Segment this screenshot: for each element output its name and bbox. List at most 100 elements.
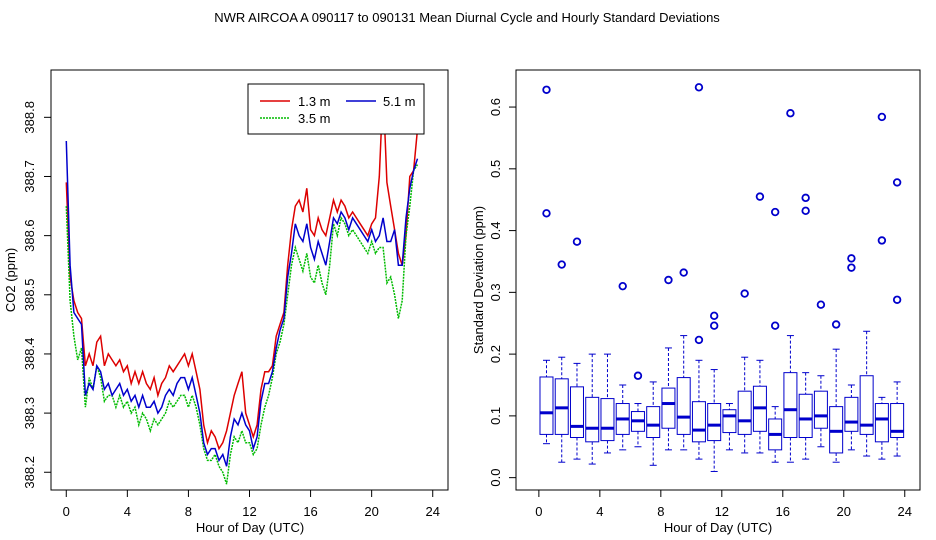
box-iqr (691, 401, 706, 443)
right-x-axis-label: Hour of Day (UTC) (664, 520, 772, 535)
box-hour-22 (874, 112, 889, 460)
box-iqr (890, 403, 905, 439)
right-x-tick-label: 8 (657, 504, 664, 519)
box-hour-13 (737, 289, 752, 454)
left-y-tick-label: 388.7 (22, 160, 37, 193)
box-iqr (661, 387, 676, 429)
box-iqr (813, 390, 828, 429)
box-outlier-point (847, 263, 856, 272)
box-hour-10 (691, 83, 706, 460)
box-iqr (874, 403, 889, 443)
box-hour-4 (600, 353, 615, 454)
box-hour-12 (722, 403, 737, 451)
right-y-axis-label: Standard Deviation (ppm) (471, 206, 486, 354)
right-y-tick-label: 0.0 (488, 469, 503, 487)
box-hour-21 (859, 330, 874, 457)
box-outlier-point (801, 206, 810, 216)
box-outlier-point (892, 295, 902, 304)
box-hour-6 (630, 371, 645, 448)
box-outlier-point (892, 178, 902, 187)
right-x-axis: 0 4 8 12 16 20 24 (535, 489, 912, 519)
box-iqr (844, 396, 859, 432)
right-x-tick-label: 24 (898, 504, 912, 519)
left-x-tick-label: 16 (303, 504, 317, 519)
box-hour-0 (539, 85, 554, 445)
box-outlier-point (709, 311, 719, 321)
left-y-tick-label: 388.3 (22, 397, 37, 430)
left-series-group (65, 87, 419, 485)
right-y-tick-label: 0.2 (488, 345, 503, 363)
box-hour-16 (783, 109, 798, 463)
right-y-tick-label: 0.5 (488, 160, 503, 178)
box-hour-14 (752, 192, 767, 454)
legend: 1.3 m 5.1 m 3.5 m (247, 83, 425, 135)
box-iqr (539, 376, 554, 435)
box-iqr (600, 398, 615, 442)
series-line-3-5-m (65, 164, 419, 485)
box-hour-18 (813, 300, 828, 448)
left-y-tick-label: 388.6 (22, 219, 37, 252)
legend-label-3-5m: 3.5 m (298, 111, 331, 126)
left-x-tick-label: 20 (364, 504, 378, 519)
box-outlier-point (847, 254, 856, 263)
box-outlier-point (816, 300, 826, 309)
box-outlier-point (694, 335, 704, 345)
boxplot-group (539, 83, 905, 472)
left-x-tick-label: 8 (185, 504, 192, 519)
left-x-axis: 0 4 8 12 16 20 24 (63, 489, 440, 519)
left-x-tick-label: 0 (63, 504, 70, 519)
box-outlier-point (740, 289, 749, 298)
box-iqr (859, 375, 874, 435)
box-outlier-point (831, 320, 841, 329)
right-x-tick-label: 20 (837, 504, 851, 519)
box-hour-7 (646, 381, 661, 466)
box-hour-20 (844, 254, 859, 451)
right-x-tick-label: 0 (535, 504, 542, 519)
box-outlier-point (709, 321, 719, 330)
box-iqr (569, 386, 584, 438)
box-iqr (676, 377, 691, 435)
box-outlier-point (572, 237, 582, 246)
box-outlier-point (877, 236, 887, 245)
box-outlier-point (557, 260, 566, 269)
box-outlier-point (664, 275, 673, 285)
left-y-tick-label: 388.5 (22, 279, 37, 312)
series-line-5-1-m (65, 140, 419, 467)
legend-box (247, 83, 425, 135)
box-iqr (737, 390, 752, 435)
series-line-1-3-m (65, 87, 419, 451)
right-x-tick-label: 4 (596, 504, 603, 519)
left-y-axis: 388.2 388.3 388.4 388.5 388.6 388.7 388.8 (22, 101, 51, 489)
box-hour-8 (661, 275, 676, 451)
left-x-tick-label: 4 (124, 504, 131, 519)
box-hour-19 (829, 320, 844, 463)
box-hour-23 (890, 178, 905, 457)
right-x-tick-label: 16 (776, 504, 790, 519)
box-outlier-point (755, 192, 765, 201)
box-outlier-point (770, 321, 780, 330)
left-y-tick-label: 388.4 (22, 338, 37, 371)
box-hour-3 (585, 353, 600, 465)
box-outlier-point (679, 268, 688, 277)
left-y-axis-label: CO2 (ppm) (3, 248, 18, 312)
box-outlier-point (770, 207, 780, 217)
stddev-boxplot-chart: 0 4 8 12 16 20 24 0.0 0.1 0.2 0.3 0.4 0.5 0.6 Hour o… (471, 69, 921, 535)
box-iqr (829, 406, 844, 454)
box-iqr (707, 403, 722, 442)
right-y-tick-label: 0.1 (488, 407, 503, 425)
box-outlier-point (877, 112, 887, 122)
box-outlier-point (801, 193, 810, 203)
figure-title: NWR AIRCOA A 090117 to 090131 Mean Diurn… (214, 10, 720, 25)
co2-diurnal-line-chart: 0 4 8 12 16 20 24 388.2388.3388.4388.5388.6388… (3, 69, 449, 535)
box-iqr (585, 396, 600, 443)
legend-label-1-3m: 1.3 m (298, 94, 331, 109)
box-hour-5 (615, 281, 630, 451)
box-outlier-point (542, 209, 551, 218)
box-outlier-point (694, 83, 704, 92)
box-iqr (722, 409, 737, 434)
box-iqr (783, 372, 798, 439)
box-iqr (798, 393, 813, 439)
right-x-tick-label: 12 (715, 504, 729, 519)
box-outlier-point (633, 371, 643, 380)
